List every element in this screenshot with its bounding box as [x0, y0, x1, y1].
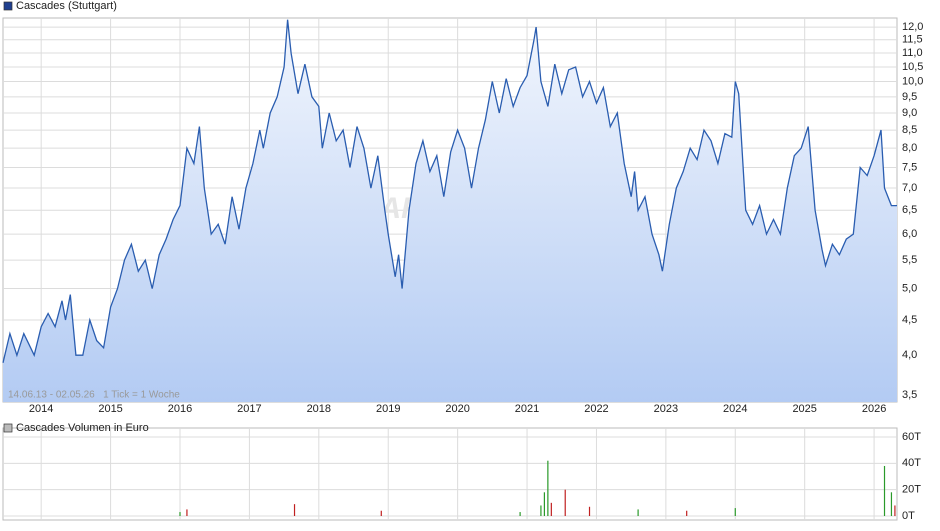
x-tick-label: 2019 [376, 403, 400, 415]
y-tick-label: 11,5 [902, 34, 923, 46]
y-tick-label: 10,5 [902, 61, 923, 73]
volume-bar [293, 504, 296, 516]
volume-bar [588, 506, 591, 516]
y-tick-label: 11,0 [902, 47, 923, 59]
x-tick-label: 2020 [445, 403, 469, 415]
y-tick-label: 4,0 [902, 349, 917, 361]
x-tick-label: 2026 [862, 403, 886, 415]
price-line [2, 19, 897, 363]
y-tick-label: 10,0 [902, 75, 923, 87]
volume-bar [883, 465, 886, 516]
x-tick-label: 2025 [792, 403, 816, 415]
volume-bar [890, 492, 893, 516]
y-tick-label: 9,0 [902, 107, 917, 119]
y-tick-label: 3,5 [902, 389, 917, 401]
volume-bar [540, 505, 542, 516]
y-tick-label: 60T [902, 431, 921, 443]
y-tick-label: 8,0 [902, 142, 917, 154]
y-tick-label: 40T [902, 457, 921, 469]
volume-bar [734, 508, 736, 516]
volume-bar [550, 502, 552, 516]
y-tick-label: 8,5 [902, 124, 917, 136]
x-tick-label: 2018 [307, 403, 331, 415]
volume-bar [543, 492, 545, 516]
note: 14.06.13 - 02.05.26 1 Tick = 1 Woche [8, 390, 180, 401]
x-tick-label: 2021 [515, 403, 539, 415]
volume-bar [686, 510, 688, 516]
y-tick-label: 6,5 [902, 204, 917, 216]
volume-bar [894, 505, 896, 516]
volume-bar [637, 509, 639, 516]
x-tick-label: 2024 [723, 403, 747, 415]
area [3, 19, 897, 402]
legend-swatch [3, 423, 13, 433]
x-tick-label: 2014 [29, 403, 53, 415]
y-tick-label: 9,5 [902, 91, 917, 103]
x-tick-label: 2015 [98, 403, 122, 415]
y-tick-label: 20T [902, 484, 921, 496]
chart-title: Cascades Volumen in Euro [16, 422, 149, 434]
legend-swatch [3, 1, 13, 11]
chart-title: Cascades (Stuttgart) [16, 0, 117, 12]
y-tick-label: 6,0 [902, 228, 917, 240]
x-tick-label: 2023 [654, 403, 678, 415]
y-tick-label: 12,0 [902, 21, 923, 33]
volume-bar [519, 512, 521, 516]
volume-bar [547, 460, 549, 516]
y-tick-label: 0T [902, 510, 915, 522]
volume-bar [186, 509, 188, 516]
volume-bar [380, 510, 382, 516]
y-tick-label: 7,5 [902, 161, 917, 173]
x-tick-label: 2016 [168, 403, 192, 415]
y-tick-label: 4,5 [902, 314, 917, 326]
y-tick-label: 5,5 [902, 254, 917, 266]
y-tick-label: 5,0 [902, 282, 917, 294]
y-tick-label: 7,0 [902, 182, 917, 194]
volume-bar [179, 512, 181, 516]
volume-bar [564, 489, 566, 516]
plot-frame [2, 427, 898, 521]
x-tick-label: 2022 [584, 403, 608, 415]
x-tick-label: 2017 [237, 403, 261, 415]
